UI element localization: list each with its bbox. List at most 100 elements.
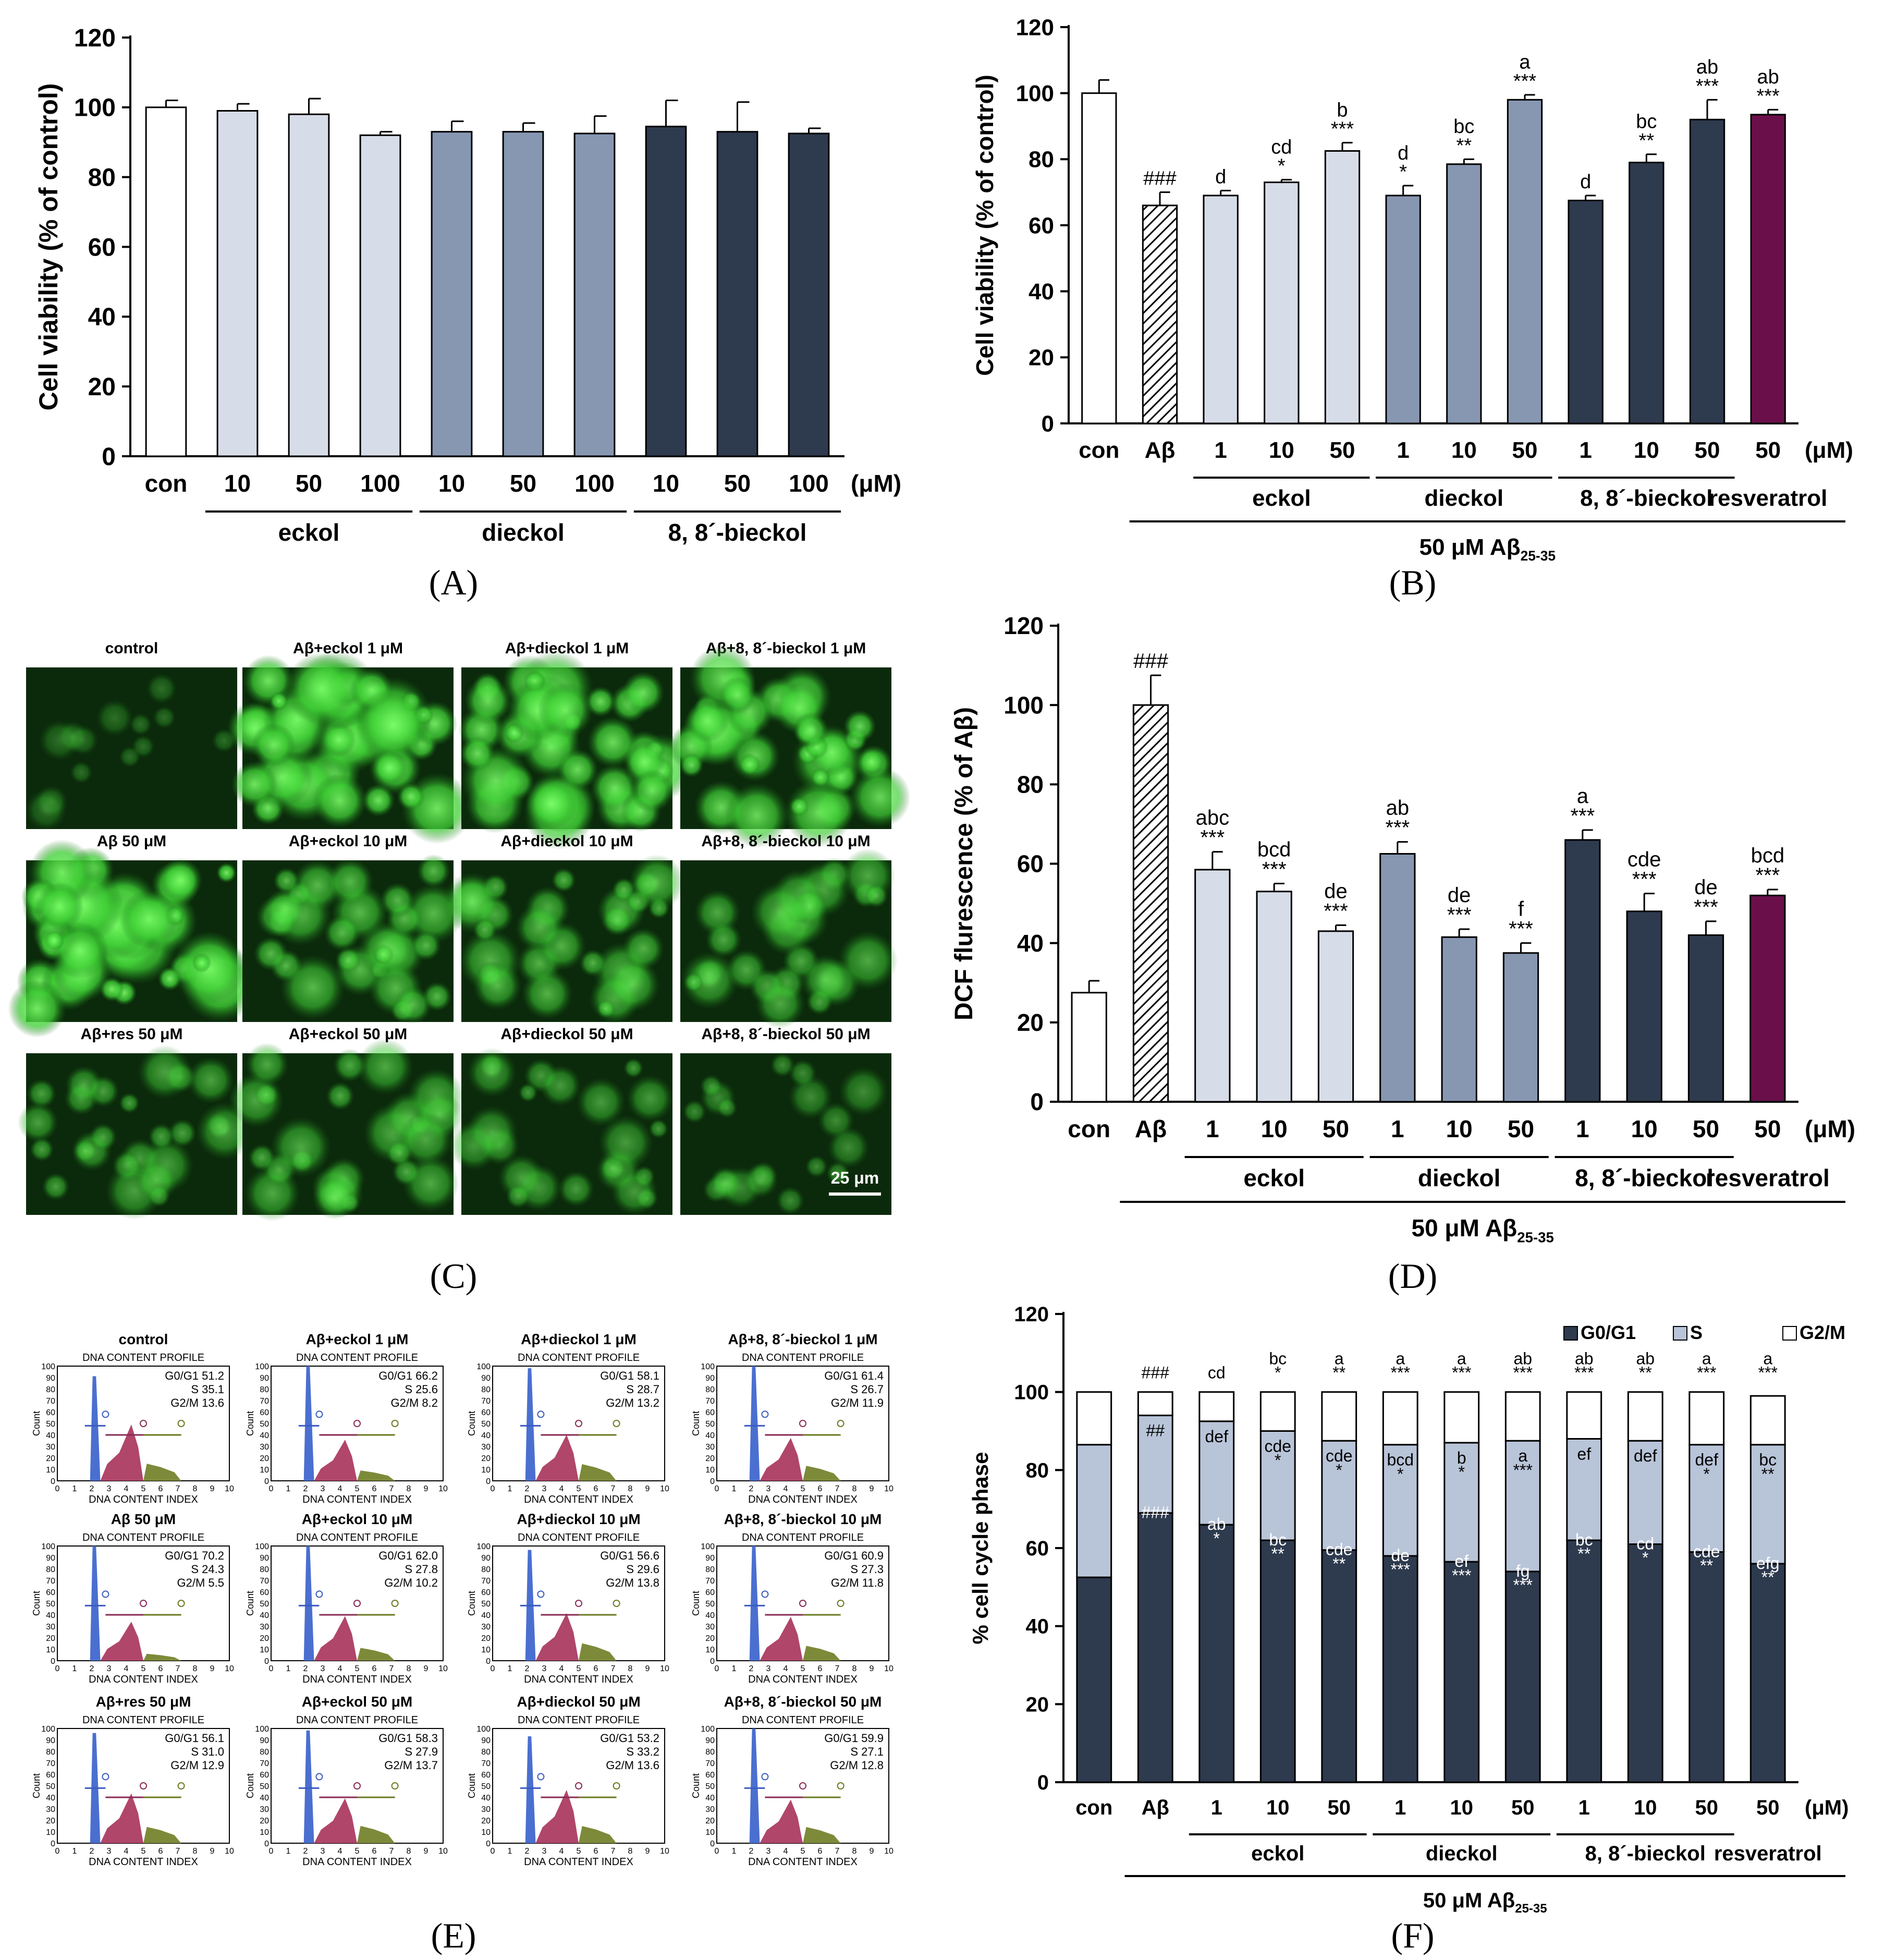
- cell-cluster: [56, 721, 89, 753]
- stacked-bar-segment-g2m: [1137, 1391, 1173, 1417]
- scale-bar-label: 25 μm: [831, 1168, 879, 1187]
- flow-x-tick: 9: [645, 1664, 650, 1673]
- flow-y-tick: 90: [46, 1736, 55, 1745]
- significance-label: **: [1332, 1554, 1345, 1573]
- flow-x-tick: 5: [355, 1847, 360, 1856]
- flow-stat-text: S 27.1: [850, 1745, 884, 1758]
- flow-x-tick: 7: [611, 1847, 616, 1856]
- significance-label: bc: [1453, 116, 1474, 138]
- cell-cluster: [96, 699, 133, 737]
- flow-x-tick: 7: [611, 1664, 616, 1673]
- flow-y-tick: 70: [705, 1397, 715, 1406]
- g0g1-peak: [303, 1730, 314, 1843]
- legend-swatch: [1673, 1326, 1687, 1341]
- flow-x-tick: 6: [372, 1664, 377, 1673]
- cell-cluster: [708, 1166, 744, 1202]
- cell-cluster: [679, 752, 704, 777]
- flow-plot-frame: [492, 1366, 665, 1481]
- flow-y-label: Count: [31, 1591, 42, 1616]
- flow-x-tick: 2: [303, 1484, 308, 1493]
- flow-title: DNA CONTENT PROFILE: [296, 1352, 418, 1364]
- flow-y-tick: 100: [255, 1542, 269, 1551]
- significance-label: efg: [1756, 1554, 1779, 1573]
- flow-y-tick: 40: [481, 1794, 491, 1803]
- cell-cluster: [29, 1137, 54, 1162]
- significance-label: ***: [1262, 858, 1287, 881]
- significance-label: ab: [1636, 1349, 1655, 1368]
- category-label: 1: [1391, 1115, 1404, 1142]
- significance-label: bcd: [1257, 838, 1291, 861]
- treatment-label: 50 μM Aβ25-35: [1411, 1214, 1553, 1246]
- cell-cluster: [466, 1105, 518, 1159]
- cell-cluster: [324, 915, 361, 952]
- flow-x-tick: 2: [303, 1847, 308, 1856]
- flow-y-tick: 70: [260, 1759, 269, 1768]
- bar: [1502, 952, 1539, 1103]
- y-tick-label: 100: [1016, 81, 1054, 106]
- flow-stat-text: S 29.6: [626, 1563, 659, 1576]
- cell-cluster: [718, 676, 756, 714]
- stacked-bar-segment-g2m: [1198, 1391, 1235, 1422]
- cell-cluster: [153, 705, 176, 729]
- cell-cluster: [373, 944, 394, 965]
- stacked-bar-segment-g2m: [1504, 1391, 1541, 1442]
- legend-label: S: [1690, 1322, 1703, 1343]
- flow-y-tick: 100: [701, 1542, 715, 1551]
- flow-x-tick: 6: [372, 1484, 377, 1493]
- gate-g0g1-marker: [537, 1590, 545, 1598]
- flow-x-tick: 6: [158, 1847, 163, 1856]
- bar: [1687, 934, 1724, 1103]
- bar: [431, 131, 473, 457]
- flow-x-label: DNA CONTENT INDEX: [89, 1856, 198, 1868]
- flow-y-tick: 60: [46, 1771, 55, 1780]
- flow-x-tick: 3: [107, 1664, 112, 1673]
- cell-cluster: [521, 968, 573, 1020]
- flow-y-tick: 90: [481, 1374, 491, 1383]
- flow-y-tick: 20: [705, 1634, 715, 1643]
- flow-x-tick: 1: [508, 1484, 512, 1493]
- treatment-label: 50 μM Aβ25-35: [1423, 1889, 1547, 1916]
- micrograph-label: Aβ+dieckol 50 μM: [500, 1026, 633, 1043]
- flow-y-tick: 90: [481, 1554, 491, 1563]
- flow-y-tick: 20: [260, 1817, 269, 1825]
- flow-x-tick: 7: [389, 1847, 394, 1856]
- flow-y-tick: 60: [705, 1771, 715, 1780]
- group-label: resveratrol: [1706, 1164, 1830, 1191]
- group-label: eckol: [1251, 1842, 1304, 1865]
- stacked-bar-segment-g2m: [1382, 1391, 1418, 1446]
- flow-y-tick: 100: [41, 1725, 55, 1734]
- category-label: 50: [1695, 1796, 1719, 1819]
- significance-label: def: [1695, 1451, 1719, 1469]
- cell-cluster: [601, 904, 633, 936]
- gate-g2m-marker: [391, 1782, 399, 1789]
- significance-label: cde: [1627, 848, 1661, 871]
- group-label: eckol: [278, 519, 340, 546]
- significance-label: cd: [1208, 1364, 1226, 1382]
- flow-x-tick: 10: [660, 1664, 669, 1673]
- flow-x-tick: 1: [732, 1847, 737, 1856]
- gate-g2m-marker: [391, 1600, 399, 1607]
- flow-x-tick: 9: [870, 1484, 874, 1493]
- category-label: 50: [1328, 1796, 1351, 1819]
- significance-label: de: [1448, 884, 1471, 907]
- chart-panel-b: 0 20 40 60 80 100 120 Cell viability (% of cont…: [971, 15, 1853, 564]
- g2m-peak: [579, 1643, 617, 1661]
- flow-x-tick: 4: [338, 1664, 342, 1673]
- y-tick-label: 40: [1029, 279, 1054, 305]
- gate-s-marker: [799, 1600, 806, 1607]
- significance-label: ***: [1756, 85, 1780, 107]
- cell-cluster: [610, 1168, 658, 1215]
- significance-label: ***: [1570, 805, 1595, 827]
- flow-y-tick: 50: [46, 1600, 55, 1609]
- cell-cluster: [380, 882, 415, 918]
- flow-stat-text: S 35.1: [191, 1383, 224, 1396]
- y-tick-label: 120: [1016, 15, 1054, 40]
- flow-y-tick: 80: [705, 1385, 715, 1394]
- significance-label: *: [1275, 1451, 1281, 1470]
- stacked-bar-segment-s: [1382, 1444, 1418, 1557]
- flow-x-tick: 9: [424, 1664, 429, 1673]
- flow-panel-label: Aβ+eckol 1 μM: [306, 1331, 409, 1347]
- flow-stat-text: G2/M 13.2: [606, 1396, 659, 1409]
- flow-x-tick: 1: [286, 1847, 291, 1856]
- significance-label: f: [1518, 898, 1524, 921]
